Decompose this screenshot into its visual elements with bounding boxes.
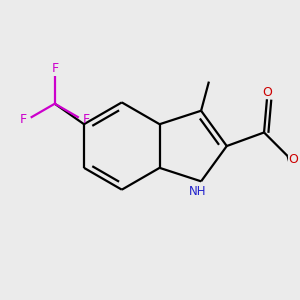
- Text: F: F: [52, 62, 59, 75]
- Text: O: O: [262, 86, 272, 99]
- Text: F: F: [82, 113, 89, 126]
- Text: F: F: [20, 113, 27, 126]
- Text: O: O: [288, 153, 298, 166]
- Text: NH: NH: [189, 185, 207, 198]
